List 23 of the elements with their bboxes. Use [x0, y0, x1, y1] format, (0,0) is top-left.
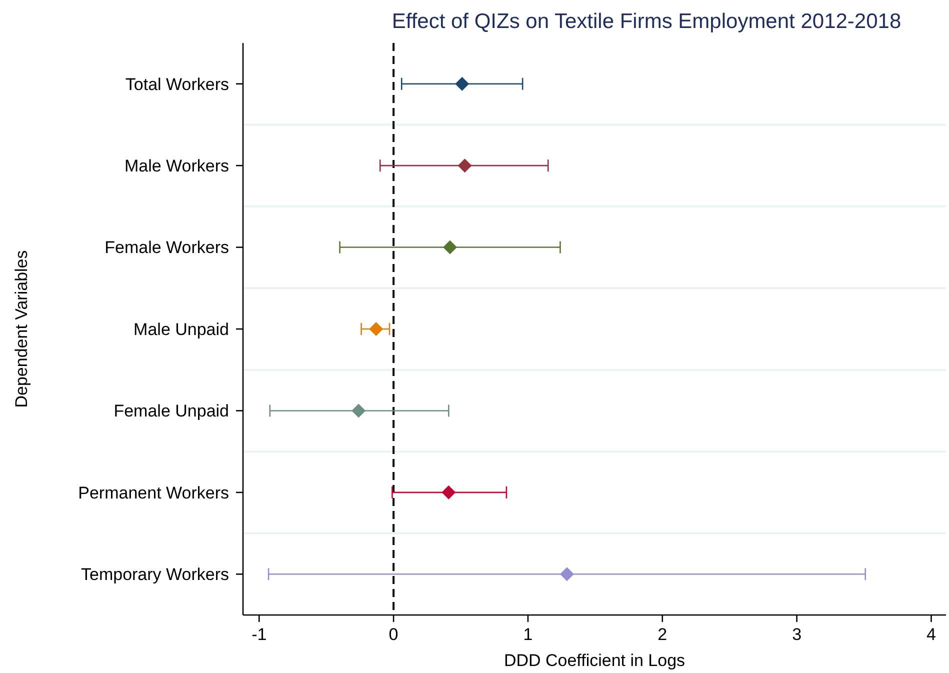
y-tick-label: Female Unpaid [114, 402, 229, 421]
point [560, 567, 574, 582]
x-tick-label: 0 [388, 625, 398, 644]
x-tick-label: 2 [658, 625, 668, 644]
x-tick-label: 1 [523, 625, 533, 644]
point [455, 76, 470, 91]
y-axis-title: Dependent Variables [12, 250, 31, 408]
y-tick-label: Male Unpaid [134, 320, 229, 339]
point [443, 240, 457, 254]
y-tick-label: Permanent Workers [78, 483, 229, 502]
x-tick-label: -1 [252, 625, 267, 644]
x-tick-label: 4 [926, 625, 936, 644]
y-tick-label: Female Workers [104, 238, 229, 258]
point [352, 404, 366, 418]
point [458, 158, 472, 173]
point [442, 485, 456, 500]
x-axis-title: DDD Coefficient in Logs [504, 651, 686, 670]
point [369, 322, 384, 336]
chart-title: Effect of QIZs on Textile Firms Employment 2012-2018 [392, 10, 902, 33]
y-tick-label: Male Workers [124, 156, 229, 176]
x-tick-label: 3 [792, 625, 802, 644]
y-tick-label: Temporary Workers [81, 565, 229, 584]
y-tick-label: Total Workers [125, 74, 229, 94]
